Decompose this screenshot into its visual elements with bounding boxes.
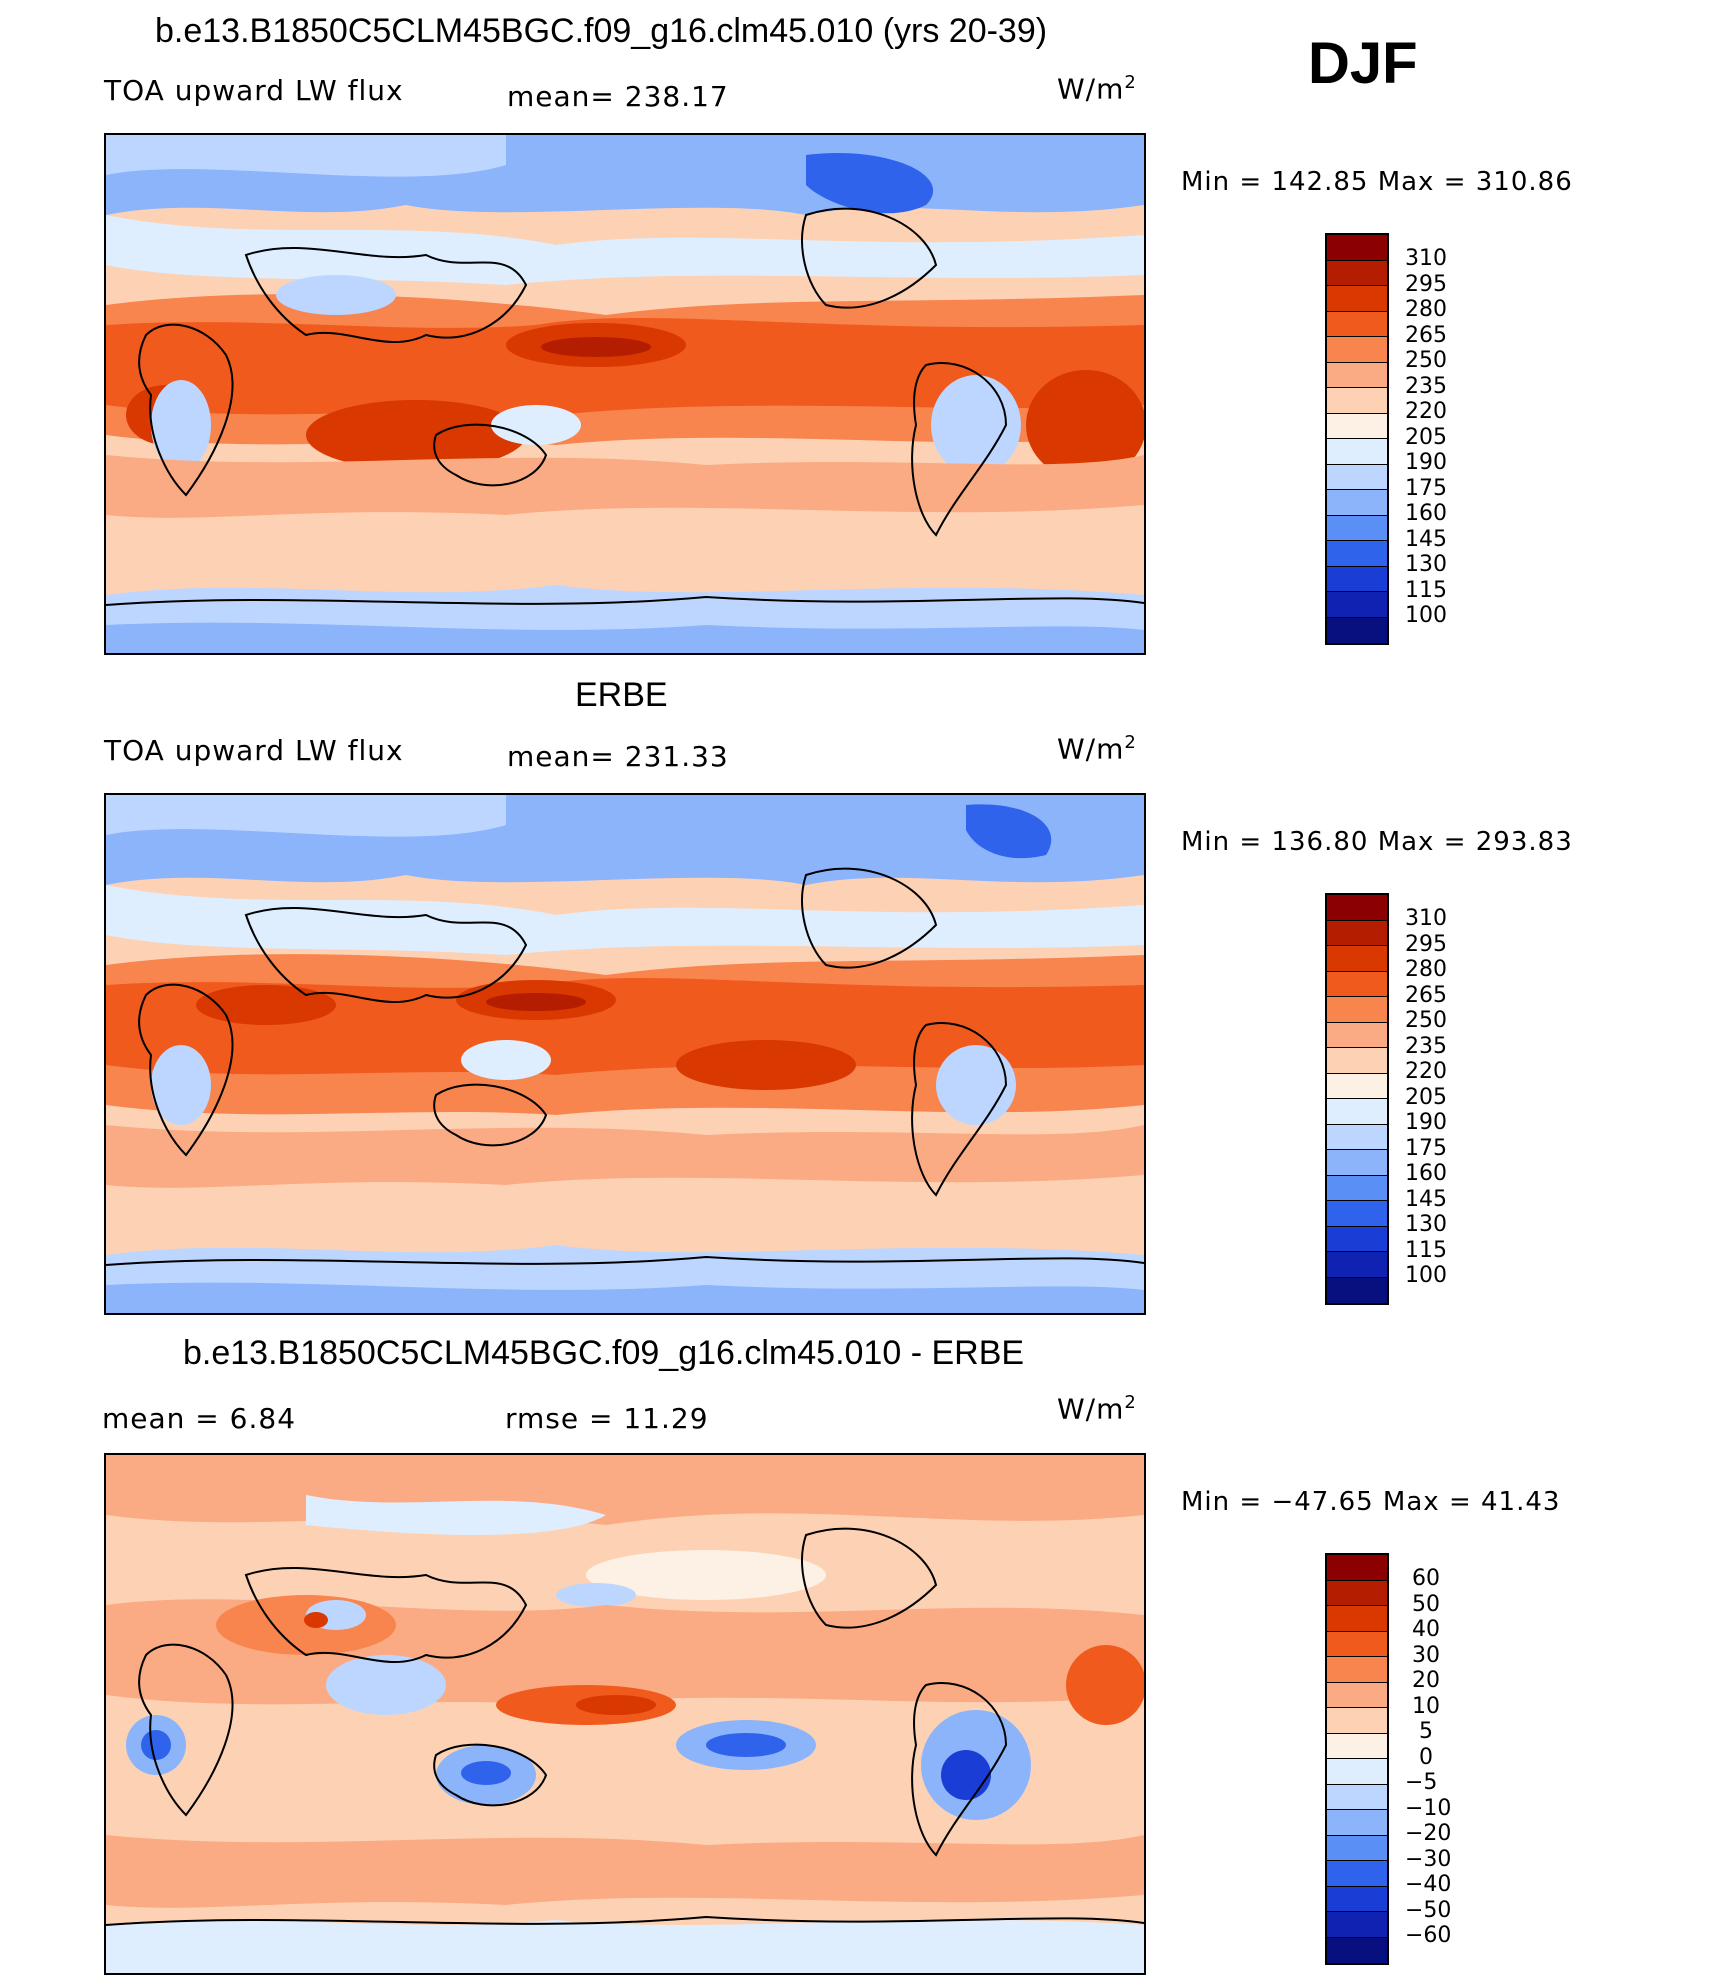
cbar-2-tick: 130 [1405, 1212, 1447, 1237]
panel-2-variable: TOA upward LW flux [104, 734, 404, 767]
cbar-3-tick: −5 [1405, 1770, 1438, 1795]
panel-3-minmax: Min = −47.65 Max = 41.43 [1181, 1487, 1561, 1517]
cbar-2-tick: 145 [1405, 1187, 1447, 1212]
season-label: DJF [1308, 31, 1418, 96]
cbar-3-tick: 50 [1412, 1592, 1440, 1617]
cbar-3-tick: 20 [1412, 1668, 1440, 1693]
cbar-1-tick: 295 [1405, 272, 1447, 297]
cbar-1-tick: 310 [1405, 246, 1447, 271]
cbar-2-tick: 280 [1405, 957, 1447, 982]
cbar-3-tick: −40 [1405, 1872, 1452, 1897]
panel-1-variable: TOA upward LW flux [104, 74, 404, 107]
panel-3-title: b.e13.B1850C5CLM45BGC.f09_g16.clm45.010 … [183, 1334, 1025, 1372]
cbar-3-tick: 0 [1419, 1745, 1433, 1770]
panel-3-map [104, 1453, 1146, 1975]
cbar-2-tick: 235 [1405, 1034, 1447, 1059]
panel-3-colorbar [1325, 1553, 1389, 1965]
cbar-2-tick: 160 [1405, 1161, 1447, 1186]
cbar-1-tick: 100 [1405, 603, 1447, 628]
panel-3-units: W/m2 [1057, 1392, 1137, 1426]
cbar-1-tick: 175 [1405, 476, 1447, 501]
cbar-1-tick: 145 [1405, 527, 1447, 552]
panel-2-map [104, 793, 1146, 1315]
cbar-2-tick: 115 [1405, 1238, 1447, 1263]
cbar-3-tick: 5 [1419, 1719, 1433, 1744]
panel-2-mean: mean= 231.33 [507, 740, 729, 773]
cbar-3-tick: 60 [1412, 1566, 1440, 1591]
cbar-2-tick: 190 [1405, 1110, 1447, 1135]
panel-2-colorbar [1325, 893, 1389, 1305]
panel-3-rmse: rmse = 11.29 [505, 1402, 709, 1435]
cbar-2-tick: 175 [1405, 1136, 1447, 1161]
panel-2-minmax: Min = 136.80 Max = 293.83 [1181, 827, 1573, 857]
cbar-1-tick: 265 [1405, 323, 1447, 348]
cbar-1-tick: 235 [1405, 374, 1447, 399]
panel-1-minmax: Min = 142.85 Max = 310.86 [1181, 167, 1573, 197]
cbar-1-tick: 130 [1405, 552, 1447, 577]
cbar-2-tick: 310 [1405, 906, 1447, 931]
panel-1-title: b.e13.B1850C5CLM45BGC.f09_g16.clm45.010 … [155, 12, 1048, 50]
cbar-2-tick: 100 [1405, 1263, 1447, 1288]
cbar-1-tick: 280 [1405, 297, 1447, 322]
cbar-3-tick: −10 [1405, 1796, 1452, 1821]
cbar-1-tick: 250 [1405, 348, 1447, 373]
cbar-2-tick: 265 [1405, 983, 1447, 1008]
cbar-3-tick: −50 [1405, 1898, 1452, 1923]
cbar-3-tick: 30 [1412, 1643, 1440, 1668]
cbar-3-tick: 10 [1412, 1694, 1440, 1719]
cbar-2-tick: 295 [1405, 932, 1447, 957]
cbar-1-tick: 115 [1405, 578, 1447, 603]
cbar-2-tick: 205 [1405, 1085, 1447, 1110]
panel-3-mean: mean = 6.84 [102, 1402, 297, 1435]
cbar-2-tick: 220 [1405, 1059, 1447, 1084]
panel-1-map [104, 133, 1146, 655]
panel-1-colorbar [1325, 233, 1389, 645]
cbar-3-tick: −20 [1405, 1821, 1452, 1846]
cbar-1-tick: 205 [1405, 425, 1447, 450]
cbar-1-tick: 220 [1405, 399, 1447, 424]
panel-2-title: ERBE [575, 676, 668, 714]
cbar-1-tick: 160 [1405, 501, 1447, 526]
panel-2-units: W/m2 [1057, 732, 1137, 766]
panel-1-units: W/m2 [1057, 72, 1137, 106]
cbar-2-tick: 250 [1405, 1008, 1447, 1033]
panel-1-mean: mean= 238.17 [507, 80, 729, 113]
cbar-3-tick: −60 [1405, 1923, 1452, 1948]
cbar-3-tick: 40 [1412, 1617, 1440, 1642]
cbar-3-tick: −30 [1405, 1847, 1452, 1872]
cbar-1-tick: 190 [1405, 450, 1447, 475]
